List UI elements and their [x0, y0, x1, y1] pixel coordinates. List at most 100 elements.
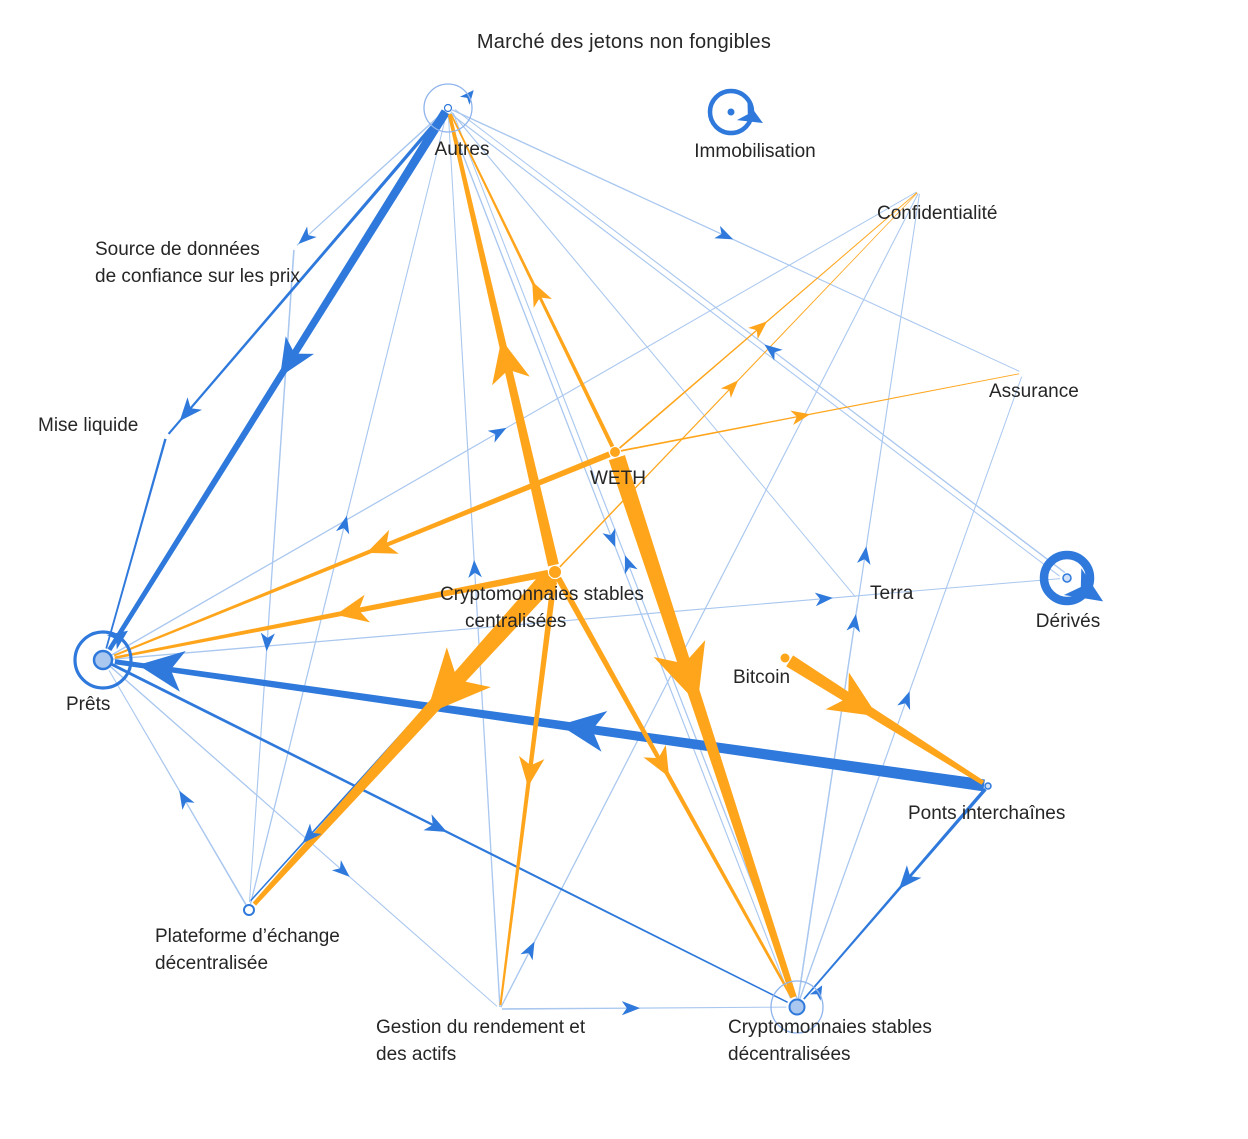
edge-ponts-decent [803, 787, 987, 1000]
self-loop-arrow-decent [809, 985, 823, 1001]
node-label-prets: Prêts [66, 694, 110, 715]
arrowhead-weth-assurance-0 [790, 410, 811, 425]
edge-autres-assurance [451, 109, 1020, 372]
edge-derives-autres [454, 109, 1066, 574]
edge-weth-assurance [620, 373, 1020, 452]
arrowhead-ponts-prets-0 [559, 711, 608, 752]
node-label-source_donnees: Source de données de confiance sur les pr… [95, 239, 300, 287]
nodes-layer [73, 83, 1095, 1034]
labels-layer: Autres Immobilisation Confidentialité Assur… [38, 139, 1100, 1065]
self-loop-prets [73, 630, 133, 690]
edge-weth-decent [608, 455, 797, 999]
chart-title: Marché des jetons non fongibles [476, 31, 772, 53]
arrowhead-weth-confidentialite-0 [748, 321, 768, 340]
self-loop-arrow-prets [106, 630, 128, 650]
node-immobilisation [707, 88, 755, 136]
edge-weth-autres [450, 113, 615, 448]
arrowhead-prets-gestion-0 [331, 860, 350, 877]
node-label-decent: Cryptomonnaies stables décentralisées [728, 1017, 932, 1065]
arrowhead-bitcoin-ponts-0 [825, 672, 878, 717]
arrowheads-layer [106, 90, 1104, 1016]
edge-weth-prets [113, 451, 611, 657]
edges-layer [105, 109, 1066, 1010]
edge-dex-prets [108, 670, 247, 906]
edge-bitcoin-ponts [786, 655, 985, 785]
node-label-mise_liquide: Mise liquide [38, 415, 138, 436]
node-label-bitcoin: Bitcoin [733, 667, 790, 688]
arrowhead-prets-decent-0 [423, 814, 447, 832]
arrowhead-cent-decent-0 [643, 744, 670, 777]
node-label-autres: Autres [435, 139, 490, 160]
node-dot-immobilisation[interactable] [727, 108, 735, 116]
edge-autres-prets [107, 109, 450, 651]
node-dot-decent[interactable] [788, 998, 806, 1016]
node-weth [610, 447, 620, 457]
edge-gestion-confidentialite [500, 193, 919, 1008]
node-label-immobilisation: Immobilisation [694, 141, 815, 162]
arrowhead-weth-autres-0 [532, 281, 552, 308]
node-dot-dex[interactable] [243, 904, 255, 916]
node-label-confidentialite: Confidentialité [877, 203, 997, 224]
arrowhead-autres-decent-0 [602, 528, 616, 548]
node-dex [243, 904, 255, 916]
self-loop-immobilisation [707, 88, 755, 136]
node-dot-autres[interactable] [443, 103, 453, 113]
node-label-ponts: Ponts interchaînes [908, 803, 1065, 824]
edge-ponts-prets [114, 659, 985, 792]
node-dot-prets[interactable] [92, 649, 114, 671]
self-loop-decent [770, 980, 824, 1034]
edge-gestion-decent [502, 1006, 787, 1010]
arrowhead-prets-derives-0 [814, 592, 833, 607]
edge-weth-confidentialite [619, 192, 918, 449]
node-autres [423, 83, 473, 133]
arrowhead-autres-prets-0 [280, 336, 314, 377]
node-label-gestion: Gestion du rendement et des actifs [376, 1017, 586, 1065]
edge-cent-autres [447, 113, 559, 567]
arrowhead-decent-autres-0 [624, 555, 638, 575]
arrowhead-cent-autres-0 [492, 339, 530, 386]
node-ponts [984, 782, 992, 790]
arrowhead-dex-prets-0 [179, 790, 195, 810]
arrowhead-cent-gestion-0 [519, 755, 545, 787]
arrowhead-derives-autres-0 [764, 344, 783, 361]
arrowhead-weth-decent-0 [653, 640, 706, 704]
node-dot-ponts[interactable] [984, 782, 992, 790]
edge-autres-decent [446, 113, 791, 999]
self-loop-derives [1039, 550, 1095, 606]
node-label-weth: WETH [590, 468, 646, 489]
edge-autres-mise_liquide [167, 110, 447, 435]
edge-dex-autres [249, 114, 447, 905]
self-loop-autres [423, 83, 473, 133]
edge-mise_liquide-prets [105, 438, 167, 649]
arrowhead-cent-prets-0 [335, 594, 370, 623]
arrowhead-autres-mise_liquide-0 [179, 397, 202, 421]
edge-cent-prets [114, 569, 549, 659]
arrowhead-decent-confidentialite-0 [857, 546, 871, 565]
arrowhead-source_donnees-dex-0 [260, 632, 275, 652]
arrowhead-ponts-decent-0 [899, 865, 922, 889]
node-label-dex: Plateforme d’échange décentralisée [155, 926, 340, 974]
edge-prets-decent [111, 663, 788, 1003]
edge-decent-assurance [799, 376, 1023, 1000]
node-label-cent: Cryptomonnaies stables centralisées [440, 584, 644, 632]
arrowhead-decent-terra-0 [846, 614, 860, 633]
node-dot-weth[interactable] [610, 447, 620, 457]
edge-autres-derives [449, 112, 1060, 577]
arrowhead-weth-prets-0 [366, 529, 399, 554]
edge-autres-source_donnees [296, 110, 446, 246]
self-loop-arrow-derives [1063, 568, 1104, 602]
arrowhead-ponts-prets-1 [138, 651, 186, 692]
arrowhead-autres-source_donnees-0 [298, 226, 317, 244]
arrowhead-gestion-decent-0 [621, 1001, 640, 1016]
arrowhead-autres-assurance-0 [714, 225, 734, 240]
node-label-assurance: Assurance [989, 381, 1079, 402]
self-loop-arrow-autres [459, 90, 474, 105]
node-dot-derives[interactable] [1062, 573, 1072, 583]
node-dot-cent[interactable] [549, 566, 561, 578]
node-derives [1039, 550, 1095, 606]
edge-prets-gestion [110, 666, 498, 1007]
node-dot-bitcoin[interactable] [780, 653, 790, 663]
edge-autres-terra [450, 111, 856, 598]
